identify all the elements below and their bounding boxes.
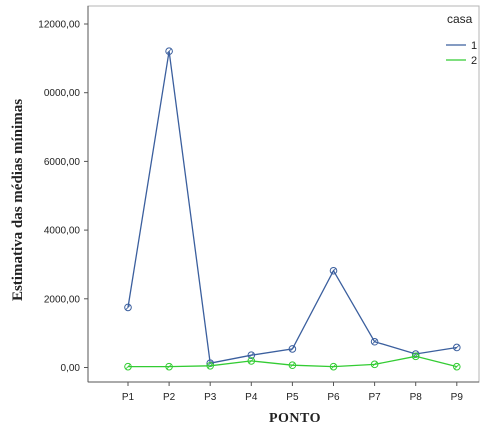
data-point-series-2 — [124, 362, 132, 371]
data-point-series-2 — [247, 357, 256, 365]
data-point-mark-series-1 — [166, 48, 172, 54]
y-tick-label: 4000,00 — [44, 226, 81, 237]
data-point-mark-series-2 — [125, 364, 131, 370]
data-point-mark-series-2 — [207, 363, 213, 369]
x-tick-label: P1 — [122, 392, 135, 403]
x-tick-label: P7 — [368, 392, 381, 403]
data-point-series-1 — [206, 359, 214, 368]
data-point-series-2 — [165, 362, 173, 371]
data-point-mark-series-2 — [454, 364, 460, 370]
plot-background — [87, 5, 480, 383]
x-tick-label: P5 — [286, 392, 299, 403]
data-point-mark-series-1 — [207, 360, 213, 366]
data-point-series-2 — [411, 352, 420, 361]
data-point-mark-series-2 — [330, 364, 337, 370]
x-tick-label: P3 — [204, 392, 217, 403]
data-point-mark-series-1 — [289, 346, 295, 352]
data-point-series-2 — [206, 361, 214, 370]
x-tick-label: P2 — [163, 392, 176, 403]
x-axis-title: PONTO — [269, 411, 321, 426]
data-point-series-2 — [288, 361, 297, 370]
data-point-series-1 — [411, 350, 420, 358]
data-point-mark-series-2 — [289, 362, 295, 368]
x-tick-label: P9 — [451, 392, 464, 403]
data-point-mark-series-1 — [248, 352, 254, 358]
data-point-mark-series-2 — [413, 353, 419, 359]
y-axis-ticks: 0,00 2000,00 4000,00 6000,00 0000,00 12000,00 — [38, 20, 88, 374]
data-point-series-1 — [288, 345, 297, 353]
data-point-series-1 — [370, 337, 379, 346]
legend-title: casa — [447, 12, 473, 26]
y-tick-label: 6000,00 — [44, 157, 81, 168]
data-point-mark-series-1 — [413, 351, 419, 357]
x-tick-label: P8 — [410, 392, 423, 403]
data-point-mark-series-1 — [454, 344, 460, 351]
y-tick-label: 2000,00 — [44, 294, 81, 305]
data-point-series-2 — [370, 360, 379, 369]
legend-label-1: 1 — [471, 40, 477, 52]
y-tick-label: 12000,00 — [38, 20, 80, 31]
series-layer — [124, 47, 461, 371]
data-point-series-1 — [453, 343, 461, 352]
x-tick-label: P4 — [245, 392, 258, 403]
data-point-mark-series-2 — [166, 364, 172, 370]
data-point-series-1 — [124, 303, 132, 312]
legend: casa 1 2 — [446, 12, 477, 67]
data-point-mark-series-2 — [372, 361, 378, 367]
data-point-mark-series-1 — [330, 268, 337, 274]
y-tick-label: 0,00 — [61, 363, 81, 374]
x-tick-label: P6 — [327, 392, 340, 403]
data-point-series-2 — [329, 362, 338, 371]
data-point-mark-series-1 — [125, 304, 131, 310]
y-tick-label: 0000,00 — [44, 88, 81, 99]
data-point-mark-series-1 — [372, 339, 378, 345]
data-point-series-1 — [247, 351, 256, 359]
data-point-series-2 — [453, 362, 461, 371]
x-axis-ticks: P1 P2 P3 P4 P5 P6 P7 P8 P9 — [122, 382, 463, 403]
legend-label-2: 2 — [471, 55, 477, 67]
data-point-series-1 — [165, 47, 173, 55]
data-point-series-1 — [329, 266, 338, 275]
y-axis-title: Estimativa das médias mínimas — [10, 99, 26, 301]
data-point-mark-series-2 — [248, 358, 254, 364]
